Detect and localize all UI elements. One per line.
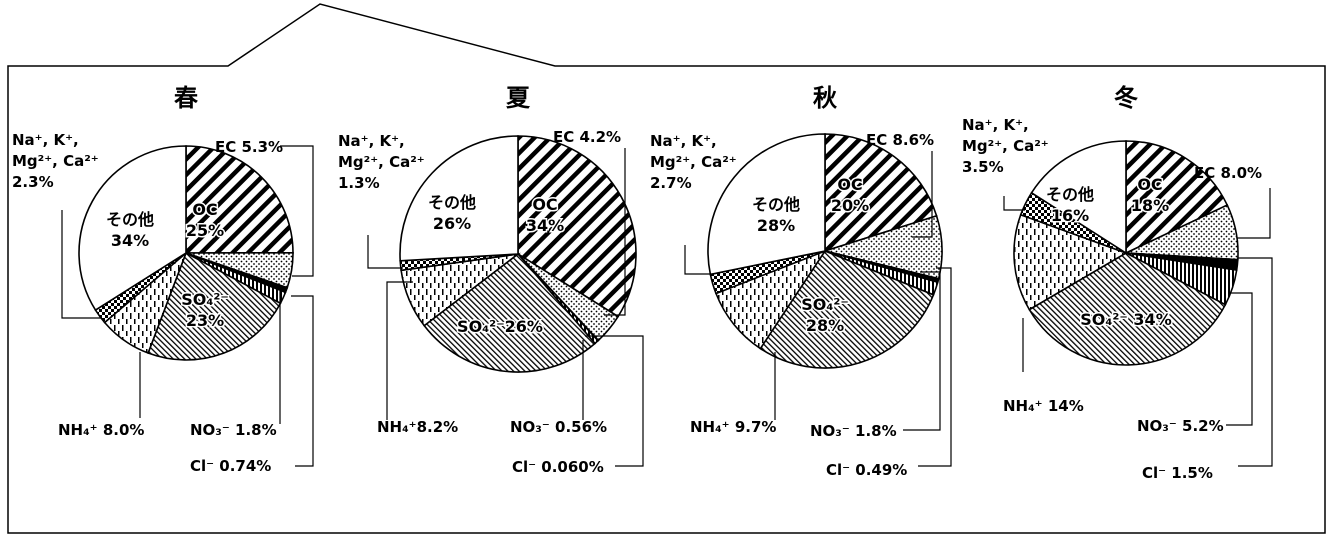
leader-line-na xyxy=(367,235,403,269)
slice-label-no3: NO₃⁻ 1.8% xyxy=(810,422,897,440)
pie-slice-other xyxy=(1030,140,1127,255)
pie-chart-1: 夏 OC 34% EC 4.2% Cl⁻ 0.060% NO₃⁻ 0.56% SO₄²⁻26… xyxy=(338,84,644,476)
pie-slice-other xyxy=(78,145,187,312)
slice-label-nh4: NH₄⁺ 9.7% xyxy=(690,418,776,436)
slice-label-nh4: NH₄⁺ 14% xyxy=(1003,397,1084,415)
leader-line-nh4 xyxy=(386,281,413,420)
slice-label-other: その他 28% xyxy=(752,195,800,235)
leader-line-ec xyxy=(912,151,933,238)
leader-line-na xyxy=(1003,196,1025,211)
pie-slice-oc xyxy=(517,135,637,318)
slice-label-na: Na⁺, K⁺, Mg²⁺, Ca²⁺ 3.5% xyxy=(962,116,1049,176)
leader-line-ec xyxy=(1237,188,1271,239)
slice-label-cl: Cl⁻ 0.060% xyxy=(512,458,604,476)
leader-line-cl xyxy=(291,295,314,467)
leader-line-no3 xyxy=(1226,292,1253,426)
slice-label-oc: OC 25% xyxy=(186,200,224,240)
pie-charts: 春 OC 25% EC 5.3% Cl⁻ 0.74% NO₃⁻ 1.8% SO₄²⁻ 23% N… xyxy=(12,84,1273,482)
pie-slice-so4 xyxy=(147,251,282,361)
pie-slice-so4 xyxy=(759,250,935,369)
frame-border xyxy=(7,3,1326,534)
slice-label-na: Na⁺, K⁺, Mg²⁺, Ca²⁺ 1.3% xyxy=(338,132,425,192)
pie-title: 夏 xyxy=(506,84,531,112)
slice-label-cl: Cl⁻ 1.5% xyxy=(1142,464,1213,482)
slice-label-no3: NO₃⁻ 5.2% xyxy=(1137,417,1224,435)
pie-slice-so4 xyxy=(423,252,597,373)
slice-label-ec: EC 4.2% xyxy=(553,128,621,146)
leader-line-ec xyxy=(604,148,626,316)
slice-label-nh4: NH₄⁺ 8.0% xyxy=(58,421,144,439)
leader-line-cl xyxy=(585,335,644,467)
pie-chart-2: 秋 OC 20% EC 8.6% Cl⁻ 0.49% NO₃⁻ 1.8% SO₄²⁻ 28% N… xyxy=(650,84,952,479)
pie-slice-other xyxy=(399,135,519,262)
pie-slice-oc xyxy=(185,145,294,254)
slice-label-so4: SO₄²⁻26% xyxy=(457,317,543,336)
slice-label-no3: NO₃⁻ 0.56% xyxy=(510,418,607,436)
leader-line-cl xyxy=(918,267,952,467)
pie-title: 秋 xyxy=(813,84,838,112)
slice-label-oc: OC 34% xyxy=(526,195,564,235)
leader-line-ec xyxy=(280,145,314,277)
pie-chart-0: 春 OC 25% EC 5.3% Cl⁻ 0.74% NO₃⁻ 1.8% SO₄²⁻ 23% N… xyxy=(12,84,314,475)
pie-chart-3: 冬 OC 18% EC 8.0% Cl⁻ 1.5% NO₃⁻ 5.2% SO₄²⁻ 34% N… xyxy=(962,84,1273,482)
leader-line-no3 xyxy=(903,271,941,431)
pie-title: 春 xyxy=(174,84,198,112)
pie-slice-nh4 xyxy=(1013,213,1128,311)
slice-label-other: その他 16% xyxy=(1046,185,1094,225)
slice-label-oc: OC 18% xyxy=(1131,175,1169,215)
slice-label-ec: EC 8.0% xyxy=(1194,164,1262,182)
leader-line-na xyxy=(61,210,102,319)
leader-line-na xyxy=(684,245,713,275)
slice-label-so4: SO₄²⁻ 23% xyxy=(181,290,229,330)
slice-label-na: Na⁺, K⁺, Mg²⁺, Ca²⁺ 2.7% xyxy=(650,132,737,192)
slice-label-other: その他 26% xyxy=(428,193,476,233)
slice-label-nh4: NH₄⁺8.2% xyxy=(377,418,458,436)
leader-line-cl xyxy=(1238,257,1273,467)
slice-label-ec: EC 5.3% xyxy=(215,138,283,156)
slice-label-no3: NO₃⁻ 1.8% xyxy=(190,421,277,439)
slice-label-other: その他 34% xyxy=(106,210,154,250)
slice-label-na: Na⁺, K⁺, Mg²⁺, Ca²⁺ 2.3% xyxy=(12,131,99,191)
slice-label-so4: SO₄²⁻ 28% xyxy=(801,295,849,335)
slice-label-ec: EC 8.6% xyxy=(866,131,934,149)
pie-title: 冬 xyxy=(1114,84,1138,112)
slice-label-oc: OC 20% xyxy=(831,175,869,215)
pie-slice-oc xyxy=(1125,140,1229,255)
slice-label-cl: Cl⁻ 0.49% xyxy=(826,461,907,479)
slice-label-cl: Cl⁻ 0.74% xyxy=(190,457,271,475)
pie-slice-other xyxy=(707,133,826,276)
slice-label-so4: SO₄²⁻ 34% xyxy=(1080,310,1171,329)
